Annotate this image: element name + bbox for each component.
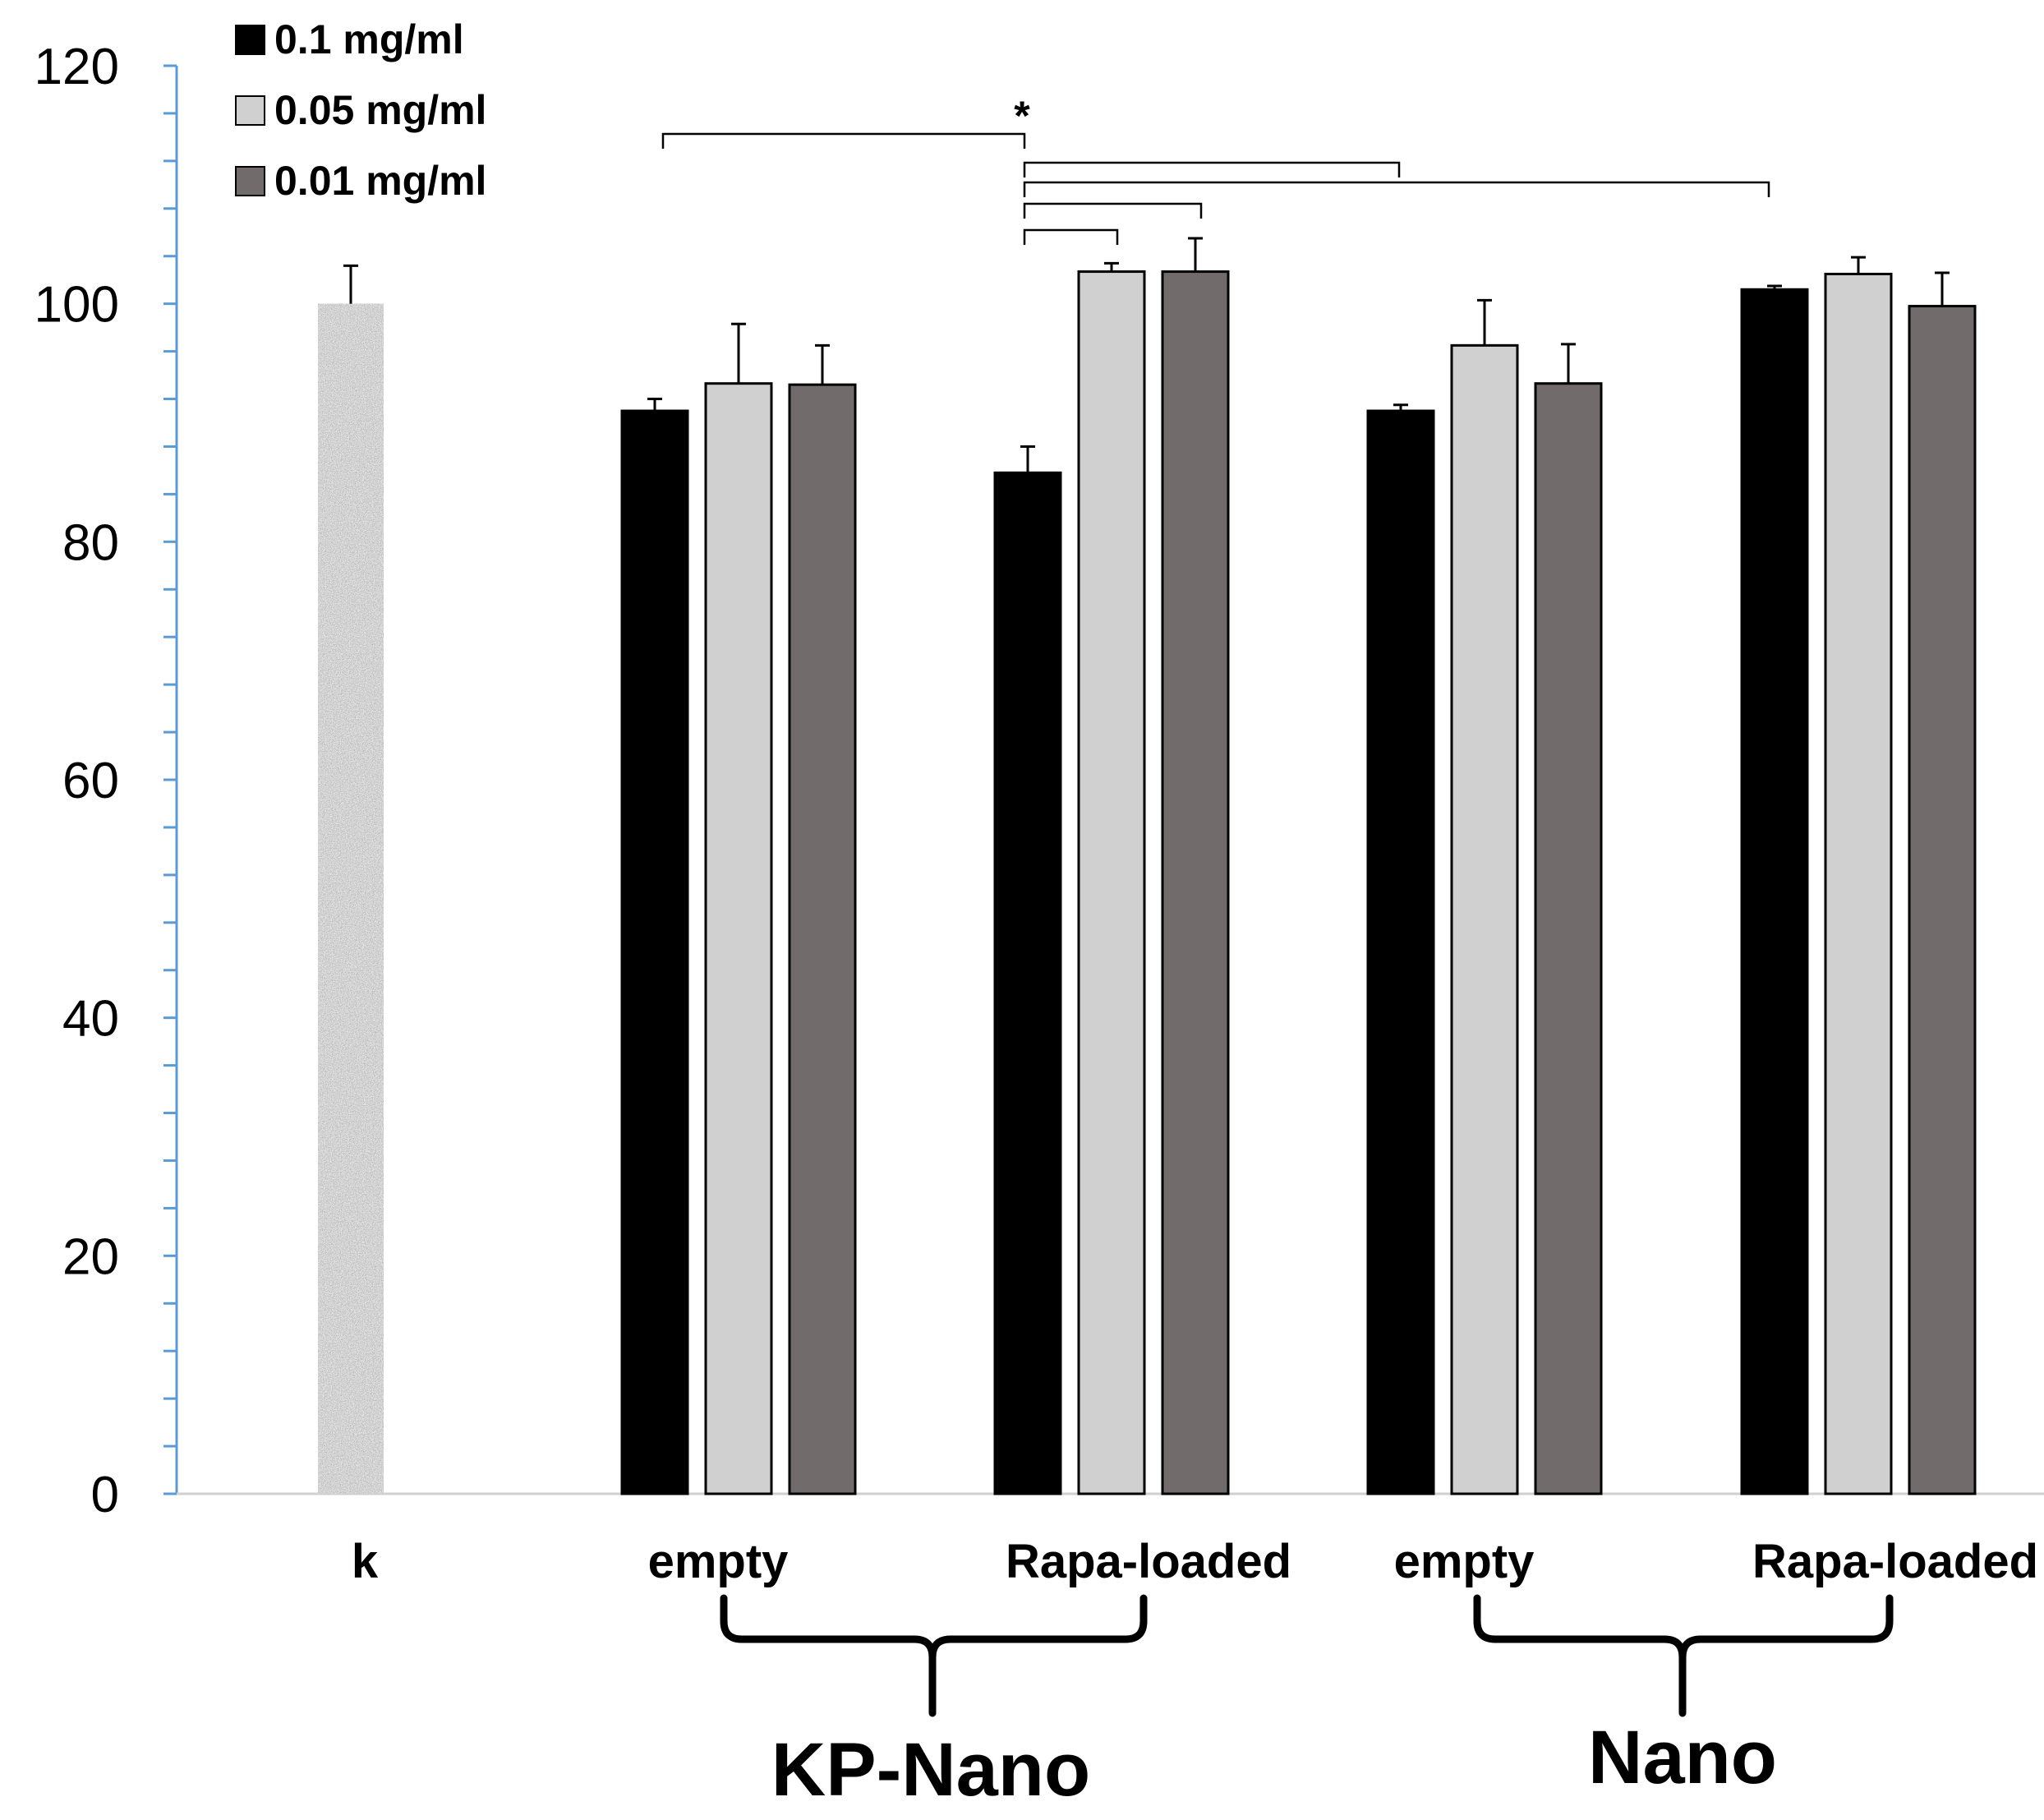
bar-2-series-2	[1534, 382, 1603, 1495]
significance-bracket-0	[661, 132, 1026, 149]
y-tick-label: 60	[62, 753, 119, 809]
legend-label-0: 0.1 mg/ml	[274, 16, 464, 62]
error-bar-3-series-0	[1767, 284, 1782, 290]
significance-bracket-3	[1023, 202, 1203, 219]
bar-control-k	[316, 302, 385, 1496]
bar-1-series-1	[1077, 270, 1146, 1495]
category-label-1: Rapa-loaded	[1006, 1535, 1291, 1588]
bar-0-series-2	[788, 383, 857, 1495]
error-bar-control	[343, 264, 358, 304]
group-brace-0	[720, 1594, 1148, 1717]
legend-swatch-2	[235, 166, 265, 196]
error-bar-2-series-1	[1477, 298, 1492, 346]
category-label-0: empty	[648, 1535, 789, 1588]
bar-3-series-0	[1740, 288, 1809, 1495]
category-labels: k empty Rapa-loaded empty Rapa-loaded KP-Nano…	[352, 1535, 2038, 1812]
significance-bracket-2	[1023, 181, 1770, 197]
category-label-k: k	[352, 1535, 379, 1588]
y-tick-label: 120	[35, 39, 119, 95]
group-label-1: Nano	[1588, 1716, 1777, 1799]
error-bar-0-series-1	[731, 322, 746, 384]
bar-1-series-0	[993, 471, 1062, 1495]
error-bar-1-series-2	[1188, 237, 1203, 272]
bar-1-series-2	[1161, 270, 1230, 1495]
y-tick-label: 0	[91, 1467, 119, 1523]
group-label-0: KP-Nano	[771, 1728, 1090, 1812]
category-label-3: Rapa-loaded	[1752, 1535, 2038, 1588]
y-tick-label: 40	[62, 991, 119, 1048]
error-bar-1-series-0	[1020, 445, 1035, 473]
significance-marker: *	[1014, 93, 1030, 139]
bar-0-series-1	[704, 382, 773, 1495]
significance-brackets: *	[661, 93, 1770, 245]
error-bar-1-series-1	[1104, 261, 1119, 272]
legend-swatch-1	[235, 95, 265, 126]
bar-2-series-1	[1450, 343, 1519, 1495]
legend-swatch-0	[235, 25, 265, 55]
axes: 0 20 40 60 80 100 120	[35, 39, 2044, 1523]
y-tick-label: 80	[62, 514, 119, 571]
significance-bracket-1	[1023, 161, 1401, 177]
y-tick-label: 20	[62, 1228, 119, 1285]
error-bar-0-series-2	[815, 343, 830, 385]
error-bar-3-series-2	[1935, 271, 1950, 306]
significance-bracket-4	[1023, 228, 1119, 245]
error-bar-2-series-2	[1561, 343, 1576, 384]
bar-3-series-2	[1908, 305, 1977, 1495]
group-brace-1	[1473, 1594, 1894, 1717]
error-bar-2-series-0	[1393, 403, 1408, 412]
bars	[316, 237, 1977, 1496]
bar-0-series-0	[620, 409, 689, 1495]
error-bar-3-series-1	[1851, 256, 1866, 274]
legend-label-1: 0.05 mg/ml	[274, 87, 486, 133]
category-label-2: empty	[1394, 1535, 1535, 1588]
bar-2-series-0	[1366, 409, 1435, 1495]
error-bar-0-series-0	[647, 398, 662, 412]
legend: 0.1 mg/ml 0.05 mg/ml 0.01 mg/ml	[235, 16, 486, 204]
bar-3-series-1	[1824, 272, 1893, 1495]
y-tick-label: 100	[35, 277, 119, 334]
legend-label-2: 0.01 mg/ml	[274, 158, 486, 204]
